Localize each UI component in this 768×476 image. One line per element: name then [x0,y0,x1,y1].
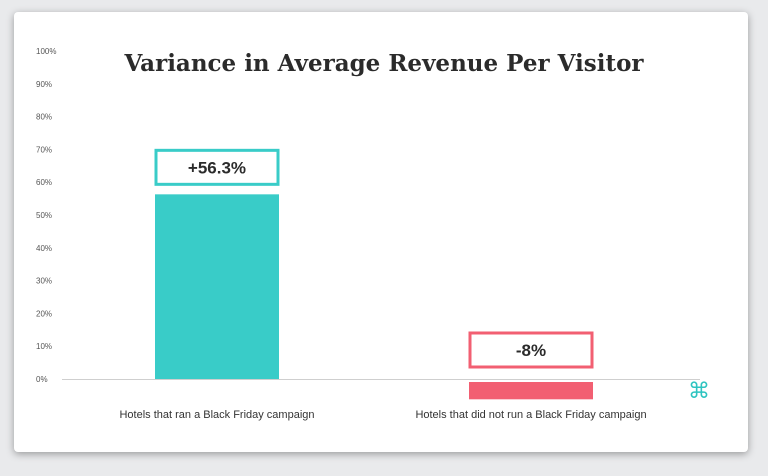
y-tick-label: 100% [36,47,56,56]
data-label-box [468,331,594,369]
y-tick-label: 50% [36,211,52,220]
y-tick-label: 30% [36,277,52,286]
y-tick-label: 70% [36,145,52,154]
bar [469,382,593,400]
y-tick-label: 90% [36,80,52,89]
data-label-box [154,148,280,186]
data-label: -8% [516,341,546,360]
chart-card [14,12,748,452]
y-tick-label: 60% [36,178,52,187]
chart-title: Variance in Average Revenue Per Visitor [124,50,644,77]
y-tick-label: 20% [36,309,52,318]
bar [155,194,279,379]
category-label: Hotels that did not run a Black Friday c… [415,409,646,421]
category-label: Hotels that ran a Black Friday campaign [119,409,314,421]
y-tick-label: 40% [36,244,52,253]
y-tick-label: 0% [36,375,48,384]
command-icon: ⌘ [688,379,710,404]
y-tick-label: 80% [36,113,52,122]
y-tick-label: 10% [36,342,52,351]
data-label: +56.3% [188,158,246,177]
